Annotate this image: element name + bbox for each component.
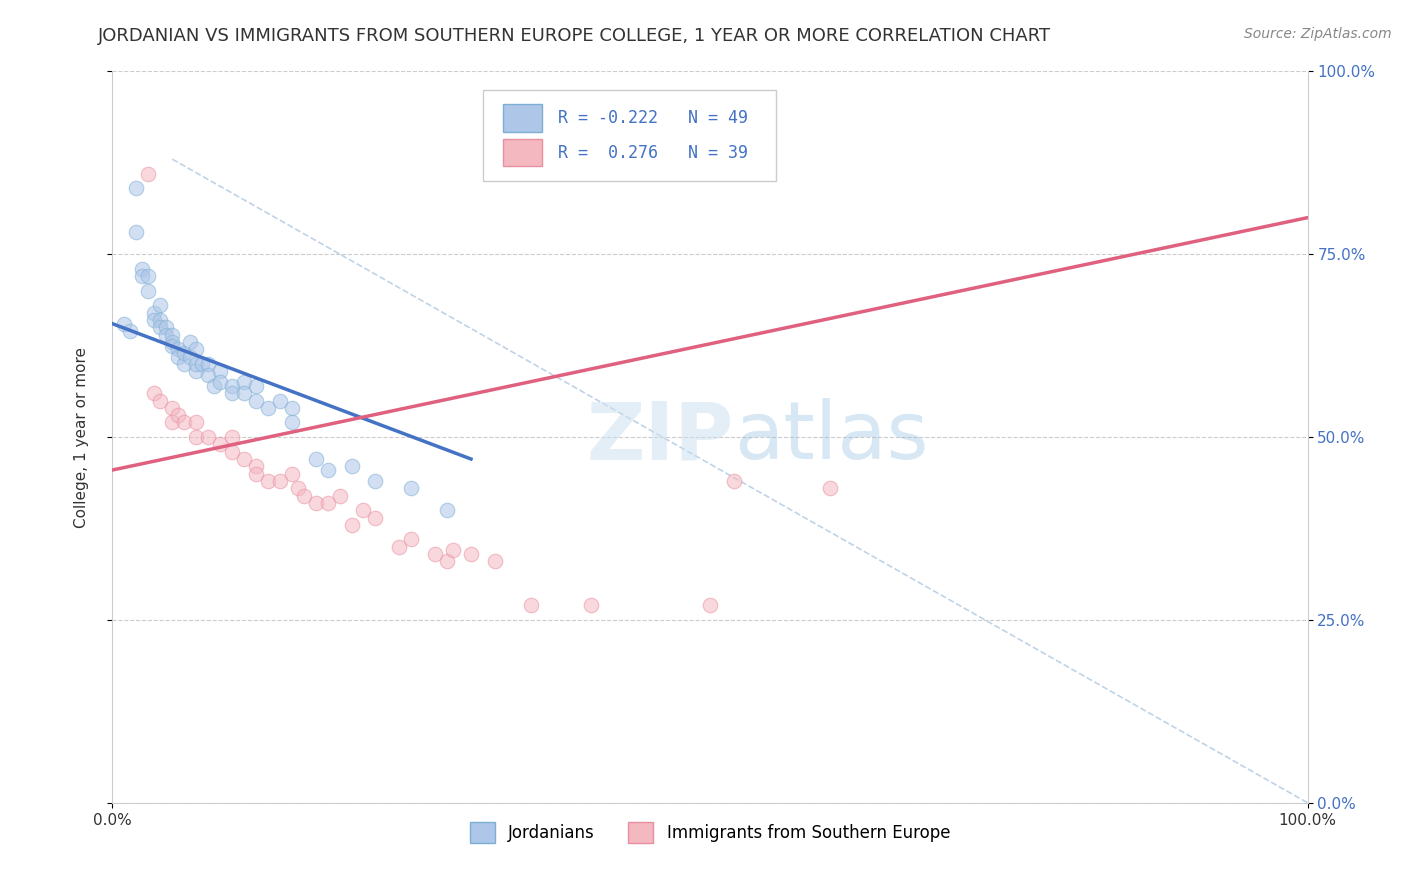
Point	[292, 489, 315, 503]
Point	[245, 393, 267, 408]
FancyBboxPatch shape	[503, 104, 541, 132]
Point	[155, 320, 177, 334]
Point	[173, 416, 195, 430]
Point	[281, 416, 304, 430]
Point	[162, 401, 183, 415]
Y-axis label: College, 1 year or more: College, 1 year or more	[75, 347, 89, 527]
Point	[245, 459, 267, 474]
Point	[388, 540, 411, 554]
Text: ZIP: ZIP	[586, 398, 734, 476]
Point	[233, 386, 256, 401]
Point	[162, 338, 183, 352]
Point	[364, 510, 387, 524]
Point	[329, 489, 352, 503]
Point	[173, 346, 195, 360]
Point	[221, 444, 243, 458]
Point	[149, 393, 172, 408]
Point	[138, 269, 160, 284]
Point	[699, 599, 721, 613]
Point	[269, 393, 291, 408]
Point	[143, 386, 166, 401]
Point	[425, 547, 447, 561]
Text: R = -0.222   N = 49: R = -0.222 N = 49	[558, 109, 748, 128]
Point	[233, 452, 256, 467]
Point	[186, 416, 208, 430]
Point	[436, 554, 458, 568]
Point	[173, 357, 195, 371]
Point	[316, 463, 339, 477]
Point	[281, 467, 304, 481]
Point	[233, 376, 256, 390]
Point	[245, 379, 267, 393]
Point	[186, 343, 208, 357]
Point	[125, 181, 148, 195]
Point	[125, 225, 148, 239]
Point	[305, 496, 328, 510]
Point	[138, 167, 160, 181]
Point	[436, 503, 458, 517]
Point	[202, 379, 225, 393]
Point	[209, 364, 232, 378]
Point	[401, 533, 423, 547]
FancyBboxPatch shape	[484, 90, 776, 181]
Point	[167, 343, 190, 357]
Point	[149, 320, 172, 334]
Point	[186, 430, 208, 444]
Point	[257, 474, 280, 488]
Point	[186, 357, 208, 371]
Point	[149, 313, 172, 327]
Point	[191, 357, 214, 371]
Point	[120, 324, 142, 338]
Text: R =  0.276   N = 39: R = 0.276 N = 39	[558, 144, 748, 161]
Point	[179, 334, 201, 349]
Point	[723, 474, 745, 488]
Point	[162, 416, 183, 430]
Point	[221, 430, 243, 444]
Point	[460, 547, 482, 561]
Point	[340, 517, 363, 532]
Point	[364, 474, 387, 488]
Point	[305, 452, 328, 467]
Point	[340, 459, 363, 474]
Point	[162, 334, 183, 349]
Point	[352, 503, 374, 517]
Point	[401, 481, 423, 495]
Point	[221, 386, 243, 401]
Point	[143, 306, 166, 320]
Legend: Jordanians, Immigrants from Southern Europe: Jordanians, Immigrants from Southern Eur…	[463, 815, 957, 849]
Point	[209, 376, 232, 390]
Point	[579, 599, 602, 613]
Point	[131, 269, 153, 284]
Point	[257, 401, 280, 415]
Point	[197, 357, 219, 371]
Point	[186, 364, 208, 378]
Text: JORDANIAN VS IMMIGRANTS FROM SOUTHERN EUROPE COLLEGE, 1 YEAR OR MORE CORRELATION: JORDANIAN VS IMMIGRANTS FROM SOUTHERN EU…	[98, 27, 1052, 45]
Point	[520, 599, 543, 613]
Point	[114, 317, 135, 331]
Point	[179, 350, 201, 364]
Point	[221, 379, 243, 393]
Point	[245, 467, 267, 481]
Text: Source: ZipAtlas.com: Source: ZipAtlas.com	[1244, 27, 1392, 41]
Point	[316, 496, 339, 510]
Point	[138, 284, 160, 298]
Point	[818, 481, 841, 495]
Text: atlas: atlas	[734, 398, 928, 476]
Point	[209, 437, 232, 451]
Point	[441, 543, 464, 558]
Point	[484, 554, 506, 568]
Point	[197, 368, 219, 382]
Point	[287, 481, 309, 495]
Point	[155, 327, 177, 342]
Point	[149, 298, 172, 312]
Point	[167, 408, 190, 422]
Point	[167, 350, 190, 364]
FancyBboxPatch shape	[503, 138, 541, 167]
Point	[162, 327, 183, 342]
Point	[197, 430, 219, 444]
Point	[143, 313, 166, 327]
Point	[281, 401, 304, 415]
Point	[269, 474, 291, 488]
Point	[131, 261, 153, 276]
